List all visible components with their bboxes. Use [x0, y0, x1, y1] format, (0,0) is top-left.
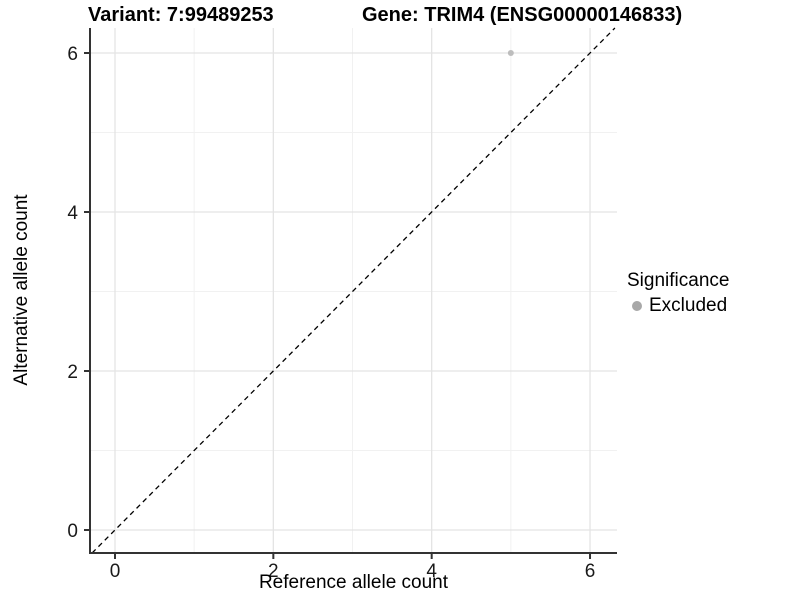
legend-title: Significance: [627, 270, 730, 291]
plot-title-gene: Gene: TRIM4 (ENSG00000146833): [362, 4, 683, 26]
plot-title-variant: Variant: 7:99489253: [88, 4, 274, 26]
y-tick-label: 4: [67, 203, 78, 224]
y-axis-title: Alternative allele count: [11, 194, 32, 386]
x-tick-label: 0: [110, 561, 121, 582]
legend-item-label: Excluded: [649, 295, 728, 316]
y-tick-label: 2: [67, 362, 78, 383]
legend: Significance Excluded: [627, 270, 729, 317]
identity-dashed-line: [91, 27, 616, 554]
legend-item: Excluded: [627, 295, 729, 317]
x-tick-label: 6: [585, 561, 596, 582]
legend-items: Excluded: [627, 295, 729, 317]
x-tick-label: 2: [268, 561, 279, 582]
x-tick-label: 4: [426, 561, 437, 582]
data-point: [507, 50, 514, 56]
y-tick-label: 6: [67, 44, 78, 65]
y-tick-label: 0: [67, 521, 78, 542]
x-axis-title: Reference allele count: [258, 572, 449, 593]
legend-dot-icon: [632, 301, 642, 311]
